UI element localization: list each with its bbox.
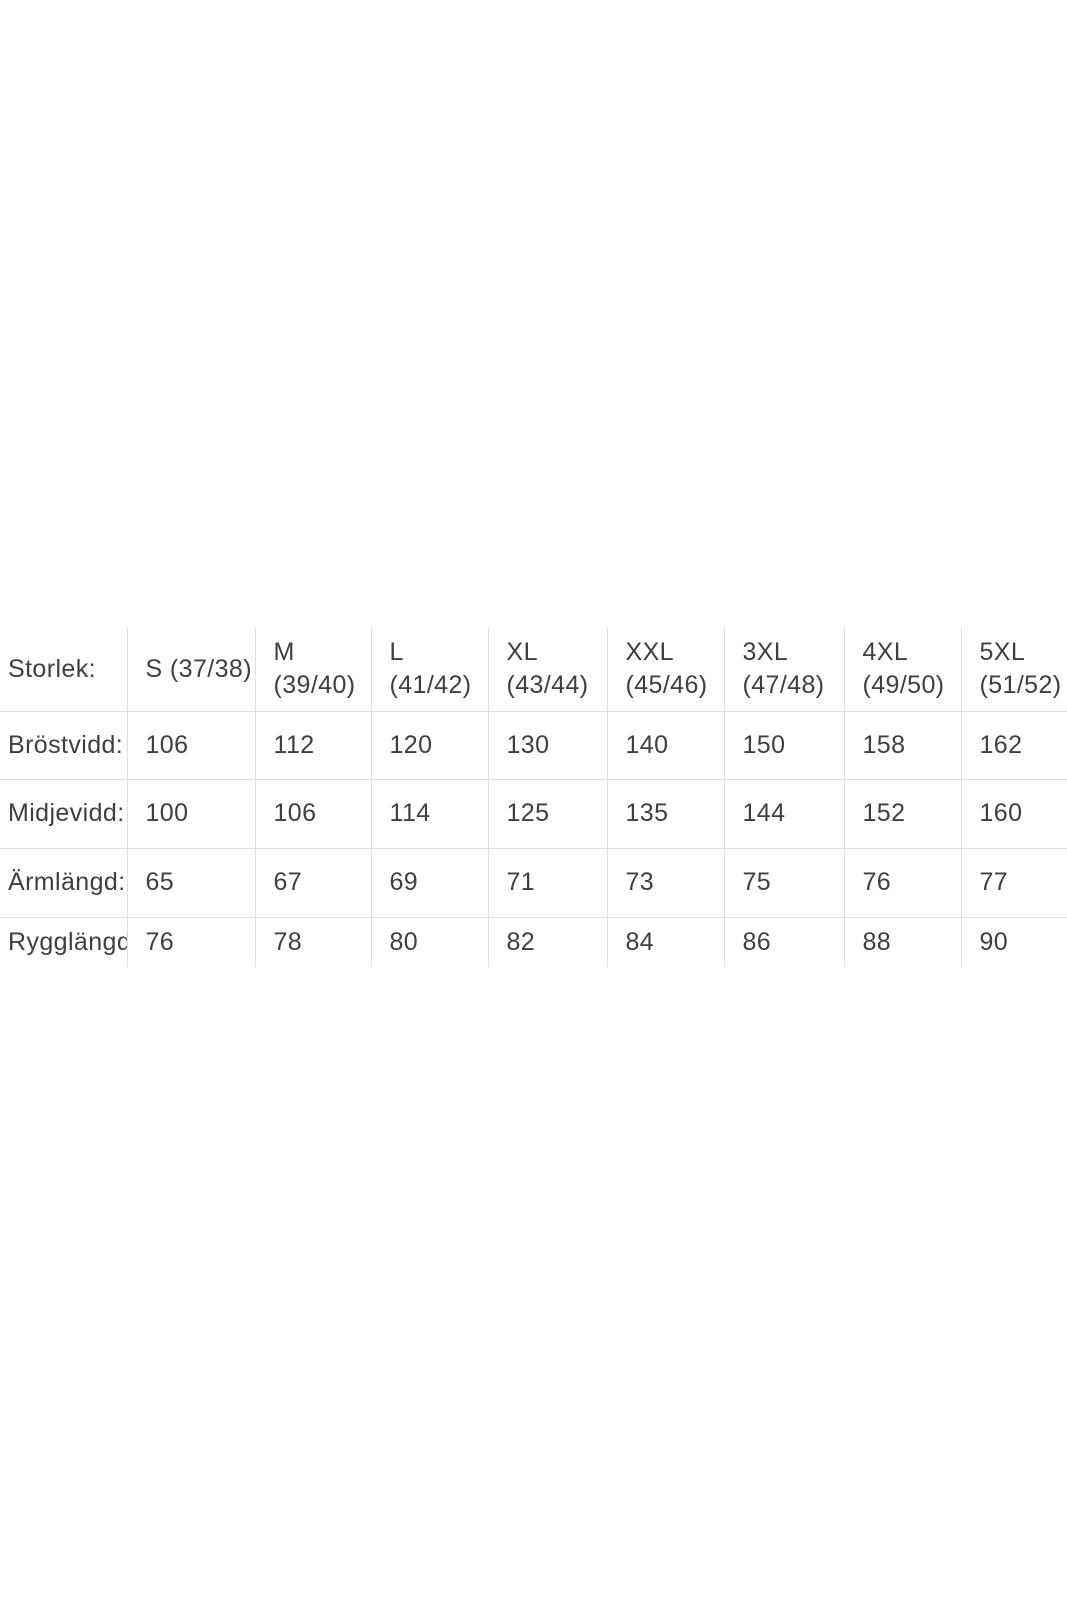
value-cell: 125: [487, 778, 607, 848]
size-range: (39/40): [273, 671, 356, 700]
value-cell: 100: [126, 778, 255, 848]
value-cell: 158: [843, 710, 961, 779]
value-cell: 76: [126, 916, 255, 967]
size-range: (47/48): [742, 671, 825, 700]
value-cell: 67: [254, 847, 371, 917]
row-label: Midjevidd:: [0, 778, 127, 848]
value-cell: 106: [126, 710, 255, 779]
value-cell: 80: [370, 916, 488, 967]
value-cell: 112: [254, 710, 371, 779]
size-label: XL: [506, 638, 538, 667]
value-cell: 75: [723, 847, 844, 917]
size-label: L: [389, 638, 404, 667]
size-column-header: XL (43/44): [487, 628, 607, 711]
size-column-header: M (39/40): [254, 628, 371, 711]
size-column-header: S (37/38): [126, 628, 255, 711]
size-range: (43/44): [506, 671, 589, 700]
size-column-header: XXL (45/46): [606, 628, 724, 711]
size-label: 5XL: [979, 638, 1026, 667]
value-cell: 65: [126, 847, 255, 917]
size-range: (49/50): [862, 671, 945, 700]
header-row: Storlek: S (37/38) M (39/40) L (41/42) X…: [0, 628, 1067, 711]
value-cell: 160: [960, 778, 1067, 848]
size-label: XXL: [625, 638, 674, 667]
size-range: (41/42): [389, 671, 472, 700]
value-cell: 152: [843, 778, 961, 848]
size-table-wrap: Storlek: S (37/38) M (39/40) L (41/42) X…: [0, 628, 1067, 969]
value-cell: 76: [843, 847, 961, 917]
value-cell: 140: [606, 710, 724, 779]
value-cell: 114: [370, 778, 488, 848]
value-cell: 71: [487, 847, 607, 917]
size-column-header: 4XL (49/50): [843, 628, 961, 711]
table-row-midjevidd: Midjevidd: 100 106 114 125 135 144 152 1…: [0, 778, 1067, 848]
value-cell: 88: [843, 916, 961, 967]
table-row-brostvidd: Bröstvidd: 106 112 120 130 140 150 158 1…: [0, 710, 1067, 779]
size-label: M: [273, 638, 295, 667]
size-label: 4XL: [862, 638, 909, 667]
table-row-armlangd: Ärmlängd: 65 67 69 71 73 75 76 77: [0, 847, 1067, 917]
table-row-rygglangd: Rygglängd: 76 78 80 82 84 86 88 90: [0, 916, 1067, 967]
size-range: (51/52): [979, 671, 1062, 700]
value-cell: 69: [370, 847, 488, 917]
value-cell: 82: [487, 916, 607, 967]
size-label: S (37/38): [145, 654, 252, 683]
size-table: Storlek: S (37/38) M (39/40) L (41/42) X…: [0, 628, 1067, 967]
value-cell: 144: [723, 778, 844, 848]
value-cell: 150: [723, 710, 844, 779]
value-cell: 106: [254, 778, 371, 848]
size-column-header: L (41/42): [370, 628, 488, 711]
value-cell: 135: [606, 778, 724, 848]
size-column-header: 5XL (51/52): [960, 628, 1067, 711]
size-column-header: 3XL (47/48): [723, 628, 844, 711]
value-cell: 162: [960, 710, 1067, 779]
row-label: Ärmlängd:: [0, 847, 127, 917]
value-cell: 120: [370, 710, 488, 779]
value-cell: 90: [960, 916, 1067, 967]
row-label: Rygglängd:: [0, 916, 127, 967]
value-cell: 73: [606, 847, 724, 917]
value-cell: 84: [606, 916, 724, 967]
value-cell: 77: [960, 847, 1067, 917]
row-label: Bröstvidd:: [0, 710, 127, 779]
size-range: (45/46): [625, 671, 708, 700]
value-cell: 78: [254, 916, 371, 967]
value-cell: 130: [487, 710, 607, 779]
value-cell: 86: [723, 916, 844, 967]
corner-label: Storlek:: [8, 654, 96, 683]
size-label: 3XL: [742, 638, 789, 667]
